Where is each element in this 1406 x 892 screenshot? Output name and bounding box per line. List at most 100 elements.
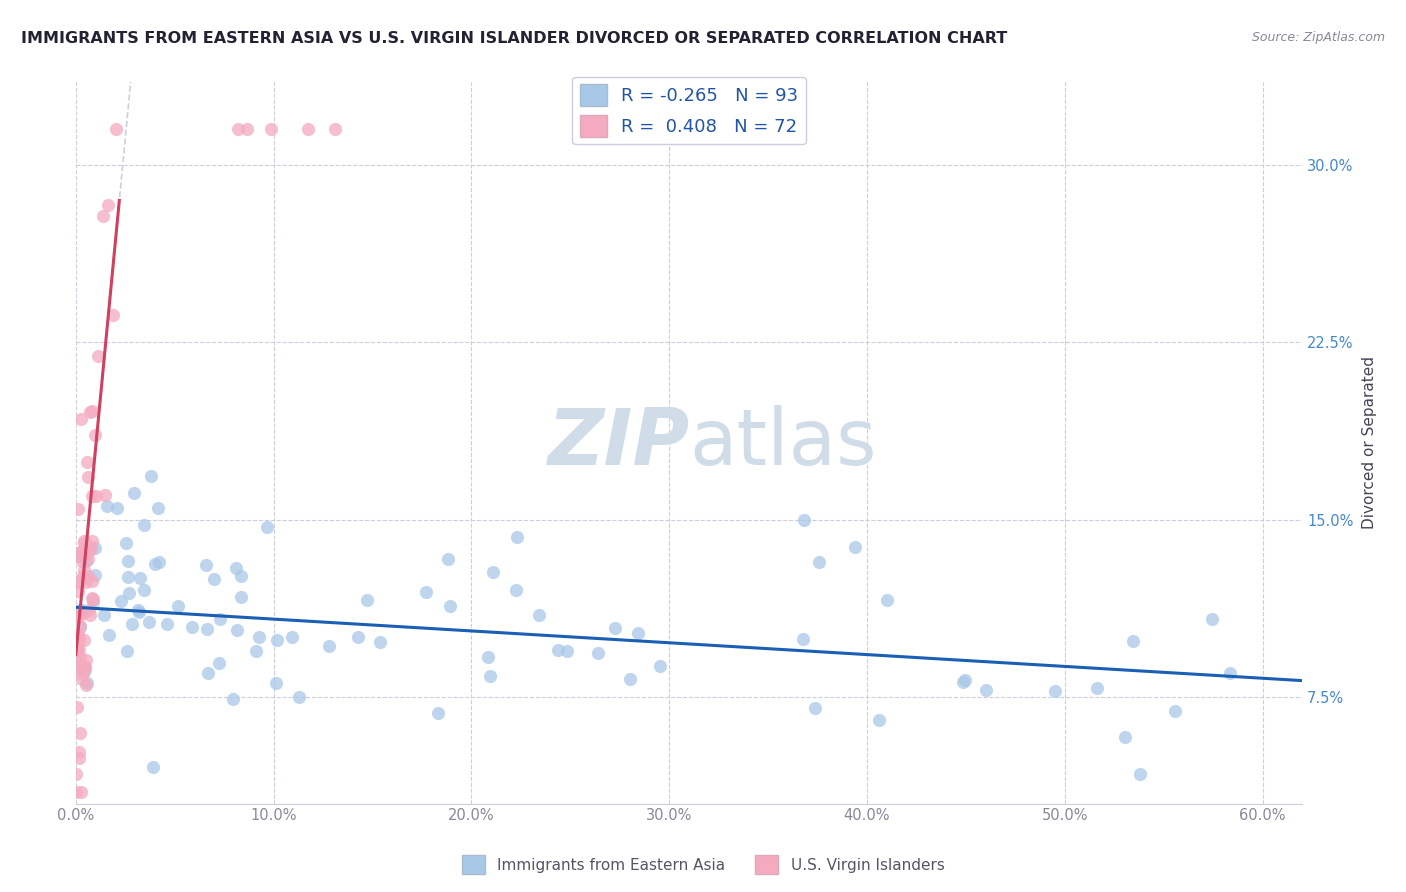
Point <box>72 664 94 678</box>
Point <box>264 675 287 690</box>
Point <box>69 725 91 739</box>
Point <box>70 412 93 426</box>
Point <box>557 644 579 658</box>
Point <box>138 615 160 629</box>
Point <box>66 642 89 657</box>
Point <box>844 541 866 555</box>
Point <box>73 563 96 577</box>
Point <box>368 635 391 649</box>
Point <box>69 549 91 564</box>
Point <box>69 785 91 799</box>
Point <box>67 663 90 677</box>
Point <box>209 612 232 626</box>
Point <box>953 673 976 688</box>
Point <box>318 639 340 653</box>
Point <box>97 198 120 212</box>
Point <box>105 122 128 136</box>
Point <box>75 575 97 590</box>
Point <box>195 622 218 636</box>
Point <box>142 760 165 774</box>
Point <box>103 309 125 323</box>
Point <box>124 486 146 500</box>
Point <box>65 785 87 799</box>
Legend: Immigrants from Eastern Asia, U.S. Virgin Islanders: Immigrants from Eastern Asia, U.S. Virgi… <box>456 849 950 880</box>
Point <box>145 557 167 571</box>
Point <box>82 591 104 606</box>
Point <box>527 608 550 623</box>
Point <box>197 665 219 680</box>
Point <box>134 518 156 533</box>
Point <box>76 676 98 690</box>
Point <box>87 349 110 363</box>
Point <box>226 122 249 136</box>
Point <box>547 643 569 657</box>
Point <box>110 594 132 608</box>
Point <box>129 571 152 585</box>
Point <box>1129 766 1152 780</box>
Point <box>1164 704 1187 718</box>
Point <box>139 468 162 483</box>
Point <box>105 500 128 515</box>
Point <box>225 624 247 638</box>
Point <box>77 544 100 558</box>
Point <box>229 590 252 604</box>
Point <box>75 678 97 692</box>
Point <box>79 539 101 553</box>
Point <box>132 582 155 597</box>
Legend: R = -0.265   N = 93, R =  0.408   N = 72: R = -0.265 N = 93, R = 0.408 N = 72 <box>572 77 806 145</box>
Point <box>75 663 97 677</box>
Point <box>803 701 825 715</box>
Point <box>73 534 96 549</box>
Point <box>73 659 96 673</box>
Point <box>82 595 104 609</box>
Point <box>67 745 90 759</box>
Point <box>481 565 503 579</box>
Point <box>80 541 103 556</box>
Point <box>75 660 97 674</box>
Point <box>1122 633 1144 648</box>
Point <box>66 700 89 714</box>
Point <box>115 644 138 658</box>
Point <box>974 683 997 698</box>
Point <box>77 603 100 617</box>
Point <box>436 551 458 566</box>
Point <box>1219 665 1241 680</box>
Point <box>75 554 97 568</box>
Point <box>82 591 104 606</box>
Point <box>93 209 115 223</box>
Point <box>84 541 107 555</box>
Point <box>415 585 437 599</box>
Y-axis label: Divorced or Separated: Divorced or Separated <box>1362 357 1376 529</box>
Point <box>82 404 104 418</box>
Point <box>66 660 89 674</box>
Point <box>117 554 139 568</box>
Point <box>70 603 93 617</box>
Point <box>72 544 94 558</box>
Point <box>79 405 101 419</box>
Point <box>148 556 170 570</box>
Point <box>117 570 139 584</box>
Point <box>195 558 218 572</box>
Point <box>1201 612 1223 626</box>
Point <box>84 489 107 503</box>
Point <box>127 602 149 616</box>
Point <box>288 690 311 704</box>
Point <box>121 617 143 632</box>
Point <box>72 672 94 686</box>
Point <box>439 599 461 614</box>
Point <box>180 620 202 634</box>
Point <box>952 675 974 690</box>
Point <box>876 593 898 607</box>
Point <box>128 605 150 619</box>
Point <box>93 608 115 623</box>
Point <box>69 649 91 664</box>
Point <box>77 551 100 566</box>
Point <box>260 122 283 136</box>
Point <box>868 713 890 727</box>
Point <box>79 608 101 623</box>
Point <box>83 567 105 582</box>
Point <box>229 568 252 582</box>
Point <box>222 692 245 706</box>
Point <box>266 633 288 648</box>
Point <box>67 574 90 588</box>
